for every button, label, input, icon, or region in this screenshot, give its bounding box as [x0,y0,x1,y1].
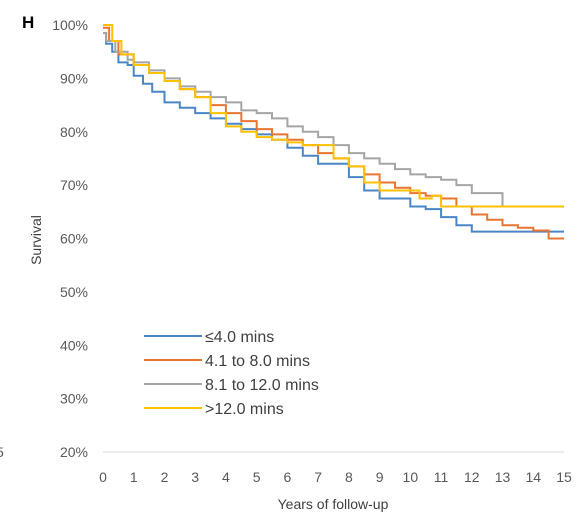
x-tick-label: 1 [130,469,138,485]
x-tick-label: 8 [345,469,353,485]
y-tick-label: 90% [60,70,88,86]
x-tick-label: 7 [314,469,322,485]
y-tick-labels: 20% 30% 40% 50% 60% 70% 80% 90% 100% [52,17,88,460]
series-line-4 [103,24,564,208]
panel-letter: H [22,13,34,32]
series-lines [103,24,564,240]
stray-tick-label: 5 [0,444,4,460]
y-tick-label: 70% [60,177,88,193]
x-tick-label: 12 [464,469,480,485]
x-tick-label: 15 [556,469,572,485]
y-tick-label: 60% [60,231,88,247]
y-tick-label: 80% [60,124,88,140]
y-tick-label: 30% [60,391,88,407]
y-tick-label: 100% [52,17,88,33]
x-tick-label: 6 [284,469,292,485]
x-tick-label: 4 [222,469,230,485]
x-axis-title: Years of follow-up [278,496,389,512]
x-tick-label: 3 [191,469,199,485]
legend: ≤4.0 mins 4.1 to 8.0 mins 8.1 to 12.0 mins… [144,329,319,418]
x-tick-label: 9 [376,469,384,485]
x-tick-label: 0 [99,469,107,485]
legend-label: 8.1 to 12.0 mins [205,377,319,394]
x-tick-label: 13 [495,469,511,485]
y-tick-label: 20% [60,444,88,460]
x-tick-labels: 0 1 2 3 4 5 6 7 8 9 10 11 12 13 14 15 [99,469,572,485]
legend-label: 4.1 to 8.0 mins [205,353,310,370]
series-line-1 [103,32,564,233]
y-tick-label: 50% [60,284,88,300]
series-line-3 [103,32,564,208]
x-tick-label: 2 [161,469,169,485]
legend-label: ≤4.0 mins [205,329,274,346]
y-tick-label: 40% [60,337,88,353]
legend-label: >12.0 mins [205,401,284,418]
x-tick-label: 14 [525,469,541,485]
x-tick-label: 5 [253,469,261,485]
x-tick-label: 10 [403,469,419,485]
y-axis-title: Survival [28,215,44,265]
x-tick-label: 11 [434,469,449,485]
